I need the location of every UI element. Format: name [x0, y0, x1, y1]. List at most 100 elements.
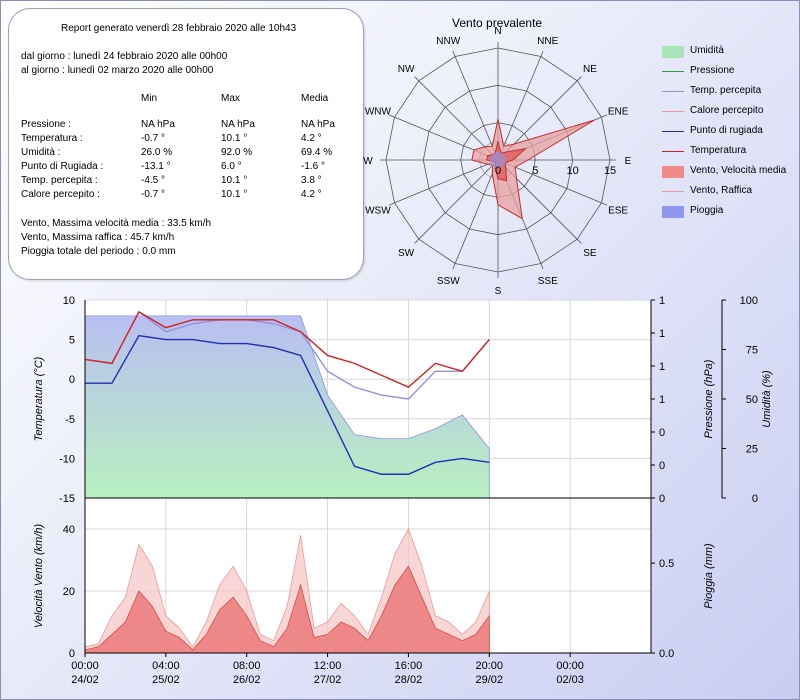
- report-cell-media: 3.8 °: [301, 175, 322, 186]
- report-cell-min: -0.7 °: [141, 133, 166, 144]
- report-cell-min: NA hPa: [141, 119, 175, 130]
- legend-label: Pressione: [690, 65, 735, 76]
- wind-plot-area: [85, 498, 651, 653]
- report-cell-label: Temp. percepita :: [21, 175, 98, 186]
- report-cell-media: 4.2 °: [301, 133, 322, 144]
- legend-label: Temperatura: [690, 145, 747, 156]
- legend-label: Vento, Raffica: [690, 185, 753, 196]
- x-tick-time: 16:00: [395, 660, 423, 672]
- humidity-tick: 0: [752, 493, 758, 505]
- temp-y-tick: 0: [69, 374, 75, 386]
- pressure-tick: 0: [659, 427, 665, 439]
- col-max-header: Max: [221, 93, 240, 104]
- temp-y-tick: -15: [59, 493, 75, 505]
- report-cell-label: Punto di Rugiada :: [21, 161, 104, 172]
- x-tick-date: 28/02: [395, 674, 423, 686]
- report-title: Report generato venerdì 28 febbraio 2020…: [61, 23, 297, 34]
- report-from: dal giorno : lunedì 24 febbraio 2020 all…: [21, 51, 228, 62]
- wind-avg-area: [84, 565, 490, 654]
- x-tick-time: 08:00: [233, 660, 261, 672]
- temp-y-tick: -5: [65, 414, 75, 426]
- report-cell-label: Temperatura :: [21, 133, 83, 144]
- humidity-tick: 50: [746, 394, 758, 406]
- report-cell-max: 6.0 °: [221, 161, 242, 172]
- legend-swatch: [662, 166, 684, 178]
- report-cell-max: NA hPa: [221, 119, 255, 130]
- x-tick-date: 24/02: [71, 674, 99, 686]
- pressure-axis-label: Pressione (hPa): [703, 359, 715, 438]
- legend-swatch: [662, 206, 684, 218]
- wind-y-tick: 20: [63, 586, 75, 598]
- humidity-tick: 100: [740, 295, 758, 307]
- x-tick-date: 02/03: [556, 674, 584, 686]
- pressure-tick: 0: [659, 493, 665, 505]
- report-cell-media: NA hPa: [301, 119, 335, 130]
- legend-label: Vento, Velocità media: [690, 165, 787, 176]
- temp-axis-label: Temperatura (°C): [33, 356, 45, 441]
- pressure-tick: 0: [659, 460, 665, 472]
- temp-series-line: [85, 334, 490, 475]
- report-cell-max: 92.0 %: [221, 147, 253, 158]
- rain-total: Pioggia totale del periodo : 0.0 mm: [21, 246, 176, 257]
- report-cell-label: Pressione :: [21, 119, 72, 130]
- pressure-tick: 1: [659, 295, 665, 307]
- pressure-tick: 1: [659, 361, 665, 373]
- report-to: al giorno : lunedì 02 marzo 2020 alle 00…: [21, 65, 214, 76]
- wind-avg-max: Vento, Massima velocità media : 33.5 km/…: [21, 218, 212, 229]
- legend-line: [662, 191, 684, 192]
- humidity-tick: 75: [746, 345, 758, 357]
- temp-y-tick: -10: [59, 453, 75, 465]
- legend-label: Umidità: [690, 45, 724, 56]
- rain-tick: 0.0: [659, 648, 674, 660]
- humidity-tick: 25: [746, 444, 758, 456]
- col-min-header: Min: [141, 93, 158, 104]
- x-tick-time: 20:00: [476, 660, 504, 672]
- wind-y-tick: 40: [63, 524, 75, 536]
- legend-label: Punto di rugiada: [690, 125, 763, 136]
- legend-line: [662, 131, 684, 132]
- report-cell-max: 10.1 °: [221, 133, 248, 144]
- x-tick-date: 25/02: [152, 674, 180, 686]
- x-tick-time: 00:00: [556, 660, 584, 672]
- temp-series-line: [84, 310, 490, 388]
- legend-swatch: [662, 46, 684, 58]
- x-tick-time: 12:00: [314, 660, 342, 672]
- report-cell-media: 4.2 °: [301, 189, 322, 200]
- report-cell-min: -4.5 °: [141, 175, 166, 186]
- legend-line: [662, 111, 684, 112]
- x-tick-time: 04:00: [152, 660, 180, 672]
- report-cell-media: 69.4 %: [301, 147, 333, 158]
- x-tick-time: 00:00: [71, 660, 99, 672]
- report-cell-media: -1.6 °: [301, 161, 326, 172]
- report-cell-label: Calore percepito :: [21, 189, 100, 200]
- legend-label: Calore percepito: [690, 105, 764, 116]
- temp-series-line: [84, 310, 490, 400]
- report-cell-min: -13.1 °: [141, 161, 171, 172]
- rain-axis-label: Pioggia (mm): [703, 543, 715, 609]
- report-cell-min: 26.0 %: [141, 147, 173, 158]
- report-cell-max: 10.1 °: [221, 189, 248, 200]
- rain-tick: 0.5: [659, 558, 674, 570]
- col-media-header: Media: [301, 93, 329, 104]
- rose-title: Vento prevalente: [452, 16, 543, 30]
- legend-line: [662, 91, 684, 92]
- pressure-tick: 1: [659, 328, 665, 340]
- report-panel: Report generato venerdì 28 febbraio 2020…: [8, 8, 364, 280]
- humidity-axis-label: Umidità (%): [761, 370, 773, 428]
- legend-label: Pioggia: [690, 205, 724, 216]
- temp-y-tick: 10: [63, 295, 75, 307]
- temp-y-tick: 5: [69, 335, 75, 347]
- wind-y-tick: 0: [69, 648, 75, 660]
- pressure-tick: 1: [659, 394, 665, 406]
- legend-line: [662, 71, 684, 72]
- humidity-area: [84, 315, 490, 499]
- legend-line: [662, 151, 684, 152]
- legend-label: Temp. percepita: [690, 85, 762, 96]
- report-cell-label: Umidità :: [21, 147, 61, 158]
- x-tick-date: 26/02: [233, 674, 261, 686]
- report-cell-max: 10.1 °: [221, 175, 248, 186]
- wind-axis-label: Velocità Vento (km/h): [33, 523, 45, 628]
- wind-gust-max: Vento, Massima raffica : 45.7 km/h: [21, 232, 175, 243]
- x-tick-date: 27/02: [314, 674, 342, 686]
